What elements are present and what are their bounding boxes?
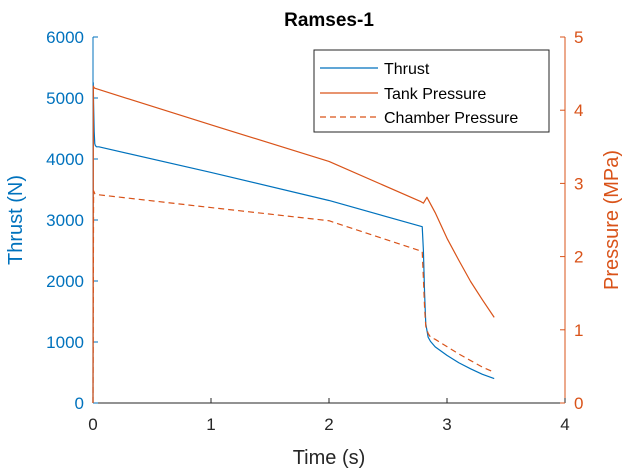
y-left-tick-label: 5000 — [46, 89, 84, 108]
x-tick-label: 0 — [88, 415, 97, 434]
y-right-tick-label: 1 — [574, 321, 583, 340]
y-right-tick-label: 3 — [574, 174, 583, 193]
x-axis-title: Time (s) — [293, 447, 366, 469]
y-right-tick-label: 2 — [574, 248, 583, 267]
y-left-tick-label: 2000 — [46, 272, 84, 291]
x-tick-label: 3 — [442, 415, 451, 434]
x-ticks: 0 1 2 3 4 — [88, 398, 570, 434]
y-left-tick-label: 6000 — [46, 28, 84, 47]
y-left-ticks: 0 1000 2000 3000 4000 5000 6000 — [46, 28, 98, 413]
y-right-tick-label: 5 — [574, 28, 583, 47]
series-line-chamber-pressure — [92, 190, 495, 404]
legend-box — [313, 49, 550, 133]
y-left-axis-title: Thrust (N) — [5, 175, 27, 265]
plot-area: 0 1 2 3 4 0 1000 2000 3000 4000 5000 6000 0 1 2 3 4 5 — [46, 28, 583, 434]
legend: Thrust Tank Pressure Chamber Pressure — [313, 49, 550, 133]
series-line-tank-pressure — [92, 85, 495, 404]
legend-label-chamber-pressure: Chamber Pressure — [384, 110, 518, 127]
series-line-thrust — [92, 82, 495, 404]
y-right-axis-title: Pressure (MPa) — [601, 150, 623, 290]
y-right-ticks: 0 1 2 3 4 5 — [560, 28, 583, 413]
y-left-tick-label: 0 — [75, 394, 84, 413]
x-tick-label: 4 — [560, 415, 569, 434]
x-tick-label: 2 — [324, 415, 333, 434]
y-right-tick-label: 0 — [574, 394, 583, 413]
y-right-tick-label: 4 — [574, 101, 583, 120]
legend-label-tank-pressure: Tank Pressure — [384, 86, 486, 103]
legend-label-thrust: Thrust — [384, 61, 430, 78]
y-left-tick-label: 3000 — [46, 211, 84, 230]
chart-title: Ramses-1 — [284, 10, 374, 31]
series-layer — [92, 82, 495, 404]
x-tick-label: 1 — [206, 415, 215, 434]
y-left-tick-label: 4000 — [46, 150, 84, 169]
y-left-tick-label: 1000 — [46, 333, 84, 352]
